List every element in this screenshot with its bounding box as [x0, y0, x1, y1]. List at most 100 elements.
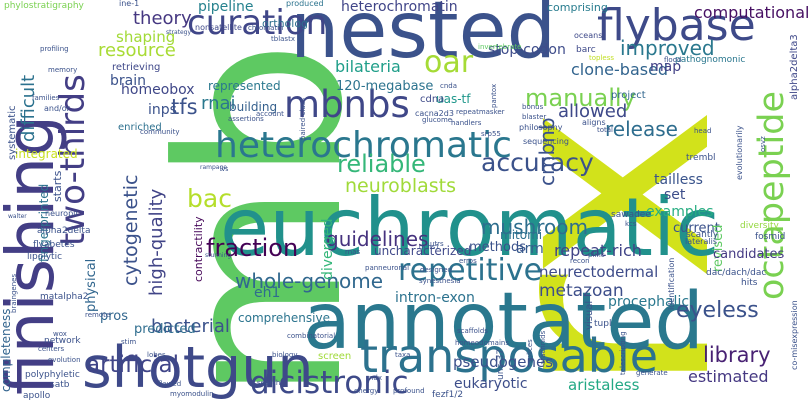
word: myomodulin — [170, 390, 214, 398]
word: fezf1/2 — [432, 390, 464, 400]
word: alpha2delta3 — [789, 34, 800, 100]
word: tfs — [171, 95, 198, 119]
word: lobes — [147, 351, 166, 359]
word: guidelines — [326, 227, 429, 251]
word: fosmid — [755, 232, 786, 242]
word: total — [597, 126, 614, 134]
word: scaffolds — [457, 327, 488, 335]
word: neuropil — [45, 209, 78, 218]
word: utrs — [430, 240, 444, 248]
word: nested — [290, 0, 557, 76]
word: search — [257, 379, 281, 387]
word: bac — [187, 184, 232, 213]
word: and/or — [44, 104, 70, 113]
word: homeodomains — [455, 339, 509, 347]
word: eyeless — [676, 298, 759, 323]
word: mitomi — [500, 228, 543, 242]
word: handlers — [451, 119, 482, 127]
word: ndx — [369, 374, 383, 382]
word: invertebrate — [478, 43, 522, 51]
word: cnda — [440, 82, 458, 90]
word: pipeline — [198, 0, 254, 15]
word: braingenes — [10, 273, 18, 313]
word: homeobox — [121, 82, 195, 98]
word: intron-exon — [395, 290, 475, 306]
word: cdna — [420, 94, 445, 105]
word: eh1 — [254, 285, 281, 301]
word: improved — [620, 36, 715, 60]
word: tailless — [654, 172, 703, 188]
word: chromatin — [248, 24, 284, 32]
word: families — [32, 94, 60, 102]
word: starts — [51, 170, 64, 202]
word: diversity — [740, 221, 779, 231]
word: biology — [272, 351, 298, 359]
word: 120-megabase — [336, 79, 434, 94]
word: stunning — [205, 252, 232, 259]
word: remote — [85, 311, 111, 319]
word: mbnbs — [284, 83, 410, 126]
word: synesthesia — [419, 277, 461, 285]
word: topless — [589, 54, 615, 62]
word: repeat-rich — [554, 241, 642, 260]
word: stop-codon — [488, 42, 566, 58]
word: transposable — [360, 329, 659, 383]
word: inps — [148, 102, 177, 118]
word: annotated — [303, 277, 704, 367]
word: enriched — [118, 122, 162, 133]
word: uncharacterized — [374, 244, 472, 258]
word: artificial — [86, 352, 179, 378]
word: stim — [121, 338, 137, 346]
word: dicistronic — [250, 365, 409, 401]
word: centers — [38, 345, 65, 353]
word: pros — [100, 309, 129, 324]
word: contractility — [192, 216, 205, 282]
word: nonsatellite — [195, 23, 242, 32]
word: pathognomonic — [675, 55, 746, 65]
word: comprehensive — [238, 311, 330, 325]
word: splices — [526, 339, 534, 363]
word: fingerprinted — [37, 183, 51, 262]
word: produced — [286, 0, 324, 8]
word: phylostratigraphy — [4, 1, 84, 11]
word: current — [673, 221, 720, 236]
word: resource — [98, 40, 176, 61]
word: oar — [424, 45, 474, 80]
word: cacna2d3 — [415, 109, 454, 118]
word: osvz — [759, 136, 767, 152]
word: diverged — [320, 218, 336, 280]
word: tblastx — [271, 35, 295, 43]
word: repeatmasker — [456, 108, 505, 116]
word: polyphyletic — [25, 370, 80, 380]
word: identification — [667, 257, 676, 310]
word: walter — [8, 213, 27, 220]
word: lateralis — [685, 237, 717, 246]
word: ivs — [220, 166, 229, 173]
word: eukaryotic — [454, 376, 528, 392]
word: profiling — [40, 45, 69, 53]
word: whole-genome — [235, 269, 384, 293]
word: shotgun — [82, 335, 314, 401]
word: sequencing — [523, 137, 569, 146]
word: flawed — [158, 380, 182, 388]
word: integrated — [15, 147, 78, 161]
word: metazoan — [539, 281, 624, 301]
word: srp55 — [481, 130, 501, 138]
word: designed — [420, 266, 452, 274]
word: pantox — [490, 83, 498, 108]
word: uas-tf — [436, 92, 471, 106]
word: dchs1 — [419, 243, 440, 251]
word: glucome — [422, 116, 453, 124]
word: allowed — [558, 101, 628, 122]
word: ortholog — [262, 17, 309, 30]
word: wox — [53, 330, 67, 338]
word: heterochromatic — [215, 125, 512, 166]
word: head — [694, 127, 712, 135]
word: ine-1 — [119, 0, 140, 8]
word: account — [256, 110, 284, 118]
word: blaster — [522, 113, 547, 121]
word: theory — [133, 8, 192, 29]
word: community — [140, 128, 180, 136]
word: network — [44, 336, 81, 346]
